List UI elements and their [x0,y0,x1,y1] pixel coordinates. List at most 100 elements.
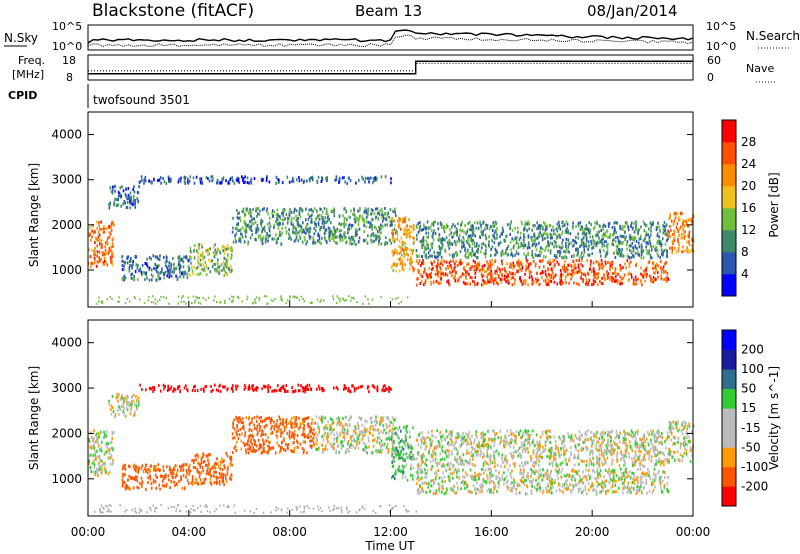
scatter-cell [659,228,661,232]
scatter-cell [538,241,540,245]
ground-scatter-cell [204,298,207,301]
scatter-cell [355,181,357,185]
scatter-cell [228,268,230,271]
scatter-cell [112,460,114,464]
scatter-cell [640,266,642,270]
scatter-cell [144,272,147,276]
scatter-cell [326,448,329,452]
scatter-cell [236,216,239,220]
scatter-cell [142,271,145,275]
scatter-cell [341,176,344,180]
scatter-cell [645,231,648,235]
scatter-cell [120,204,122,208]
scatter-cell [655,277,657,281]
scatter-cell [353,217,356,221]
scatter-cell [222,475,224,479]
ground-scatter-cell [350,299,352,302]
scatter-cell [178,465,181,468]
scatter-cell [365,446,368,449]
scatter-cell [364,448,366,452]
scatter-cell [585,235,588,239]
scatter-cell [391,220,393,224]
scatter-cell [168,275,171,279]
scatter-cell [415,249,418,253]
scatter-cell [320,225,323,229]
scatter-cell [121,473,124,476]
scatter-cell [252,208,254,211]
scatter-cell [431,242,434,246]
ground-scatter-cell [181,296,183,299]
ground-scatter-cell [296,296,299,299]
scatter-cell [583,229,586,233]
scatter-cell [402,220,404,224]
scatter-cell [199,478,202,482]
scatter-cell [281,431,284,435]
scatter-cell [388,435,391,439]
scatter-cell [153,178,155,182]
ground-scatter-cell [295,296,298,299]
scatter-cell [401,438,403,442]
scatter-cell [193,481,196,485]
scatter-cell [413,240,415,244]
scatter-cell [442,274,445,278]
scatter-cell [276,177,279,181]
scatter-cell [229,461,232,465]
scatter-cell [650,248,653,252]
scatter-cell [243,387,246,391]
ground-scatter-cell [232,299,234,302]
scatter-cell [267,389,270,392]
scatter-cell [486,281,488,285]
scatter-cell [188,179,191,183]
scatter-cell [347,439,350,443]
scatter-cell [134,478,137,481]
scatter-cell [268,229,271,233]
scatter-cell [122,401,124,405]
ground-scatter-cell [280,295,282,298]
scatter-cell [549,232,552,236]
scatter-cell [300,231,303,235]
scatter-cell [296,217,299,221]
scatter-cell [321,389,324,393]
scatter-cell [438,263,440,267]
scatter-cell [219,383,221,387]
scatter-cell [315,223,317,226]
scatter-cell [89,232,92,236]
scatter-cell [249,227,251,231]
scatter-cell [248,225,251,229]
scatter-cell [343,432,346,436]
scatter-cell [576,270,579,274]
scatter-cell [565,230,568,234]
scatter-cell [92,453,94,457]
scatter-cell [362,448,365,451]
scatter-cell [279,217,282,221]
scatter-cell [307,416,310,420]
scatter-cell [375,428,377,432]
scatter-cell [293,450,295,454]
scatter-cell [401,267,404,271]
scatter-cell [98,256,100,260]
ground-scatter-cell [246,298,248,301]
scatter-cell [255,388,258,392]
scatter-cell [260,416,262,419]
scatter-cell [648,238,651,242]
scatter-cell [192,250,195,254]
scatter-cell [89,453,92,457]
scatter-cell [219,251,222,255]
ground-scatter-cell [254,298,256,301]
scatter-cell [367,385,369,389]
scatter-cell [635,262,638,266]
scatter-cell [121,478,124,482]
scatter-cell [408,267,411,271]
ground-scatter-cell [371,298,374,301]
scatter-cell [400,236,403,240]
scatter-cell [375,418,377,422]
scatter-cell [347,227,349,231]
scatter-cell [358,240,360,243]
scatter-cell [382,224,384,228]
scatter-cell [382,443,384,447]
scatter-cell [203,481,205,485]
scatter-cell [393,227,396,231]
scatter-cell [606,229,609,233]
scatter-cell [232,240,235,244]
ground-scatter-cell [320,298,322,301]
